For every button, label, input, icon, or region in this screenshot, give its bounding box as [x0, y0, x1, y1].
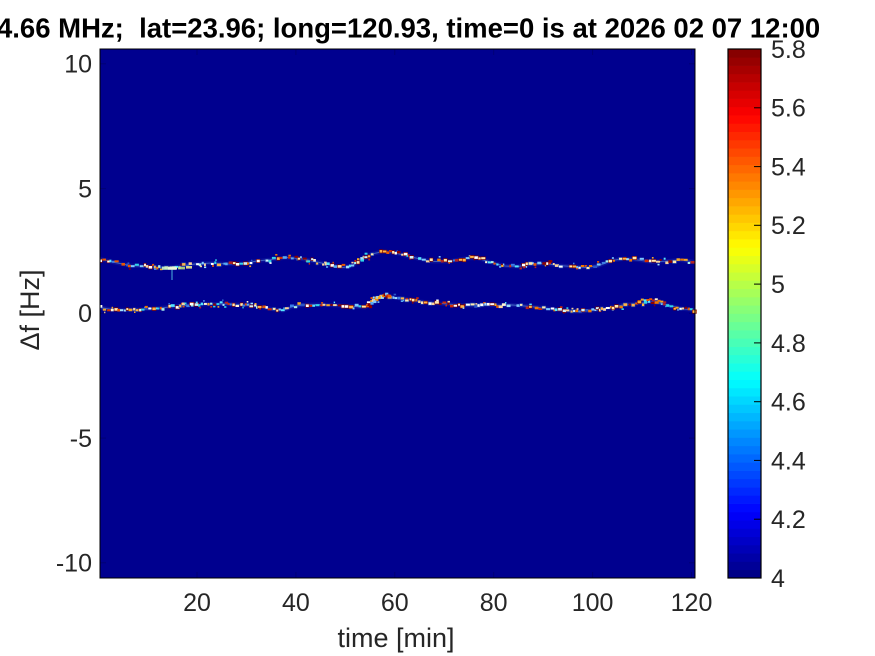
- svg-text:120: 120: [671, 589, 713, 617]
- svg-text:5.4: 5.4: [771, 154, 806, 182]
- svg-text:5.6: 5.6: [771, 95, 806, 123]
- svg-text:4.8: 4.8: [771, 330, 806, 358]
- svg-text:4.4: 4.4: [771, 447, 806, 475]
- svg-text:5: 5: [771, 271, 785, 299]
- svg-text:40: 40: [282, 589, 310, 617]
- svg-text:time [min]: time [min]: [337, 623, 454, 653]
- svg-text:10: 10: [64, 51, 92, 79]
- svg-text:Δf [Hz]: Δf [Hz]: [15, 269, 45, 350]
- svg-text:-5: -5: [70, 425, 92, 453]
- svg-text:60: 60: [381, 589, 409, 617]
- svg-text:4: 4: [771, 565, 785, 593]
- svg-text:100: 100: [572, 589, 614, 617]
- svg-text:4.6: 4.6: [771, 389, 806, 417]
- svg-text:20: 20: [183, 589, 211, 617]
- svg-text:5.2: 5.2: [771, 212, 806, 240]
- svg-text:0: 0: [78, 300, 92, 328]
- svg-text:5.8: 5.8: [771, 36, 806, 64]
- svg-text:4.2: 4.2: [771, 506, 806, 534]
- svg-text:80: 80: [480, 589, 508, 617]
- svg-text:-10: -10: [56, 550, 92, 578]
- svg-text:4.66 MHz; lat=23.96; long=120: 4.66 MHz; lat=23.96; long=120.93, time=0…: [0, 13, 820, 44]
- svg-text:5: 5: [78, 176, 92, 204]
